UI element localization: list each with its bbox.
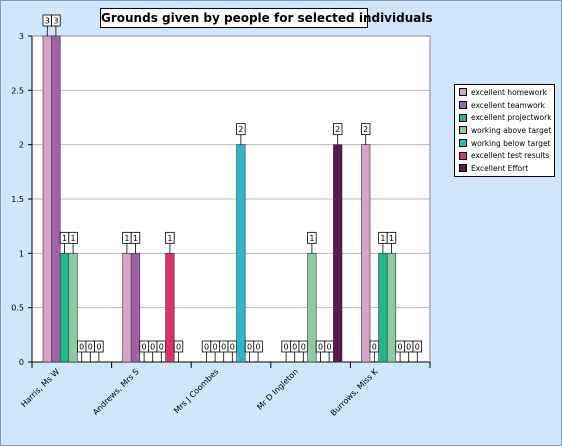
legend-swatch [459, 139, 467, 148]
y-tick-label: 2 [19, 141, 24, 150]
legend-item: excellent homework [455, 86, 554, 99]
legend-item: Excellent Effort [455, 162, 554, 175]
bar [236, 144, 246, 363]
data-label: 0 [327, 343, 332, 352]
bar [122, 253, 132, 363]
bar [68, 253, 78, 363]
legend-swatch [459, 164, 467, 173]
bar [130, 253, 141, 363]
legend-swatch [459, 88, 467, 97]
data-label-box [68, 231, 78, 244]
x-category-label: Harris, Ms W [19, 367, 61, 409]
data-label: 0 [230, 343, 235, 352]
legend-swatch [459, 151, 467, 160]
legend-item: excellent projectwork [455, 111, 554, 124]
data-label: 0 [221, 343, 226, 352]
data-label: 0 [150, 343, 155, 352]
y-tick-label: 2.5 [11, 86, 24, 95]
data-label-box [307, 231, 317, 244]
bar [361, 144, 371, 363]
data-label: 1 [389, 234, 394, 243]
data-label: 0 [88, 343, 93, 352]
data-label: 0 [318, 343, 323, 352]
legend-label: working below target [471, 138, 551, 148]
data-label: 0 [159, 343, 164, 352]
y-tick-label: 1.5 [11, 195, 24, 204]
data-label: 0 [96, 343, 101, 352]
data-label-box [332, 123, 343, 136]
data-label: 0 [398, 343, 403, 352]
data-label: 0 [142, 343, 147, 352]
bar [51, 35, 61, 363]
data-label: 0 [247, 343, 252, 352]
bar [42, 35, 52, 363]
legend-swatch [459, 126, 467, 135]
legend-item: working above target [455, 124, 554, 137]
y-tick-label: 0.5 [11, 304, 24, 313]
data-label: 1 [133, 234, 138, 243]
data-label: 2 [238, 125, 243, 134]
x-category-label: Burrows, Miss K [329, 367, 380, 418]
data-label: 3 [45, 17, 50, 26]
legend-label: Excellent Effort [471, 163, 529, 173]
data-label: 0 [406, 343, 411, 352]
y-tick-label: 0 [19, 358, 24, 367]
data-label: 1 [71, 234, 76, 243]
data-label-box [51, 14, 61, 27]
data-label: 0 [256, 343, 261, 352]
chart-legend: excellent homework excellent teamwork exce… [454, 84, 555, 177]
chart-title: Grounds given by people for selected ind… [100, 8, 433, 28]
legend-label: excellent test results [471, 151, 550, 161]
data-label-box [412, 340, 423, 353]
data-label: 0 [213, 343, 218, 352]
x-category-label: Mrs J Coombes [172, 367, 220, 415]
data-label: 0 [292, 343, 297, 352]
legend-item: excellent test results [455, 149, 554, 162]
data-label-box [173, 340, 184, 353]
bar [333, 144, 343, 363]
data-label: 0 [204, 343, 209, 352]
data-label-box [386, 231, 397, 244]
y-tick-label: 3 [19, 32, 24, 41]
data-label-box [253, 340, 263, 353]
bar [307, 253, 317, 363]
bar [378, 253, 388, 363]
x-category-label: Mr D Ingleton [255, 367, 300, 412]
data-label-box [94, 340, 104, 353]
data-label-box [236, 123, 246, 136]
data-label: 0 [415, 343, 420, 352]
data-label: 1 [167, 234, 172, 243]
data-label: 0 [372, 343, 377, 352]
data-label: 1 [309, 234, 314, 243]
data-label: 1 [62, 234, 67, 243]
data-label: 0 [301, 343, 306, 352]
legend-label: excellent teamwork [471, 100, 545, 110]
data-label: 1 [124, 234, 129, 243]
legend-label: excellent homework [471, 87, 547, 97]
data-label: 0 [79, 343, 84, 352]
data-label: 3 [53, 17, 58, 26]
data-label-box [360, 123, 371, 136]
data-label: 0 [176, 343, 181, 352]
bar [165, 253, 175, 363]
legend-item: excellent teamwork [455, 99, 554, 112]
data-label: 1 [380, 234, 385, 243]
data-label: 2 [335, 125, 340, 134]
bar [386, 253, 397, 363]
y-tick-label: 1 [19, 249, 24, 258]
x-category-label: Andrews, Mrs S [91, 367, 141, 417]
data-label-box [165, 231, 175, 244]
legend-swatch [459, 113, 467, 122]
bar [59, 253, 70, 363]
legend-label: working above target [471, 125, 552, 135]
legend-swatch [459, 101, 467, 110]
data-label: 2 [363, 125, 368, 134]
legend-label: excellent projectwork [471, 113, 552, 123]
legend-item: working below target [455, 137, 554, 150]
data-label: 0 [284, 343, 289, 352]
data-label-box [130, 231, 141, 244]
